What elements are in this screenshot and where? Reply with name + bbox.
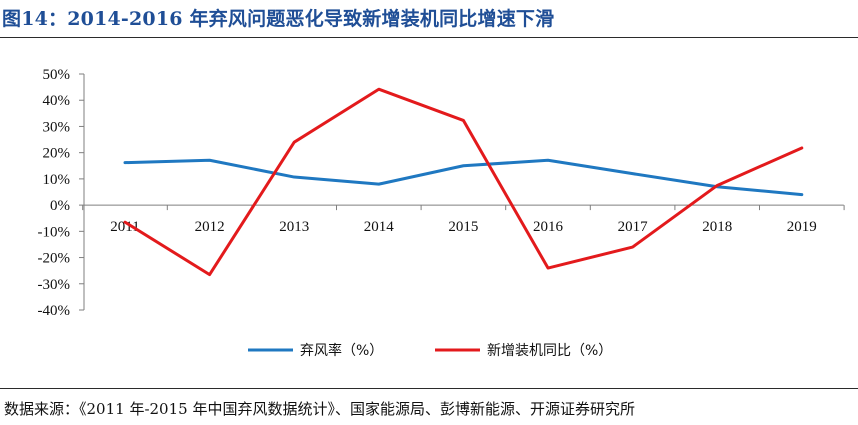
y-tick-label: -20% <box>38 251 71 267</box>
figure-title: 图14：2014-2016 年弃风问题恶化导致新增装机同比增速下滑 <box>2 8 555 30</box>
y-tick-label: 0% <box>50 198 70 214</box>
x-tick-label: 2019 <box>787 219 817 235</box>
x-tick-label: 2013 <box>279 219 309 235</box>
legend: 弃风率（%） 新增装机同比（%） <box>248 342 612 359</box>
source-note: 数据来源：《2011 年-2015 年中国弃风数据统计》、国家能源局、彭博新能源… <box>4 400 635 418</box>
x-tick-label: 2012 <box>195 219 225 235</box>
y-tick-label: 30% <box>43 119 71 135</box>
y-tick-label: 10% <box>43 172 71 188</box>
x-tick-label: 2014 <box>364 219 395 235</box>
y-tick-label: -40% <box>38 303 71 319</box>
y-tick-label: 20% <box>43 146 71 162</box>
series-line-1 <box>123 87 804 277</box>
x-tick-label: 2016 <box>533 219 564 235</box>
y-tick-label: -30% <box>38 277 71 293</box>
series-lines <box>123 87 804 277</box>
series-line-0 <box>123 158 804 197</box>
y-axis: 50% 40% 30% 20% 10% 0% -10% -20% -30% -40% <box>38 67 85 319</box>
y-tick-label: 40% <box>43 93 71 109</box>
legend-label-1: 新增装机同比（%） <box>487 343 612 359</box>
source-divider <box>0 388 858 389</box>
line-chart: 50%40%30%20%10%0%-10%-20%-30%-40% 2011 20… <box>38 67 845 359</box>
y-tick-label: -10% <box>38 224 71 240</box>
x-tick-label: 2011 <box>110 219 139 235</box>
legend-label-0: 弃风率（%） <box>300 342 383 359</box>
x-tick-label: 2015 <box>448 219 478 235</box>
x-tick-label: 2017 <box>618 219 649 235</box>
x-tick-label: 2018 <box>702 219 732 235</box>
x-axis: 2011 2012 2013 2014 2015 2016 2017 2018 2019 <box>82 204 845 235</box>
y-tick-label: 50% <box>43 67 71 83</box>
title-divider <box>0 37 858 38</box>
